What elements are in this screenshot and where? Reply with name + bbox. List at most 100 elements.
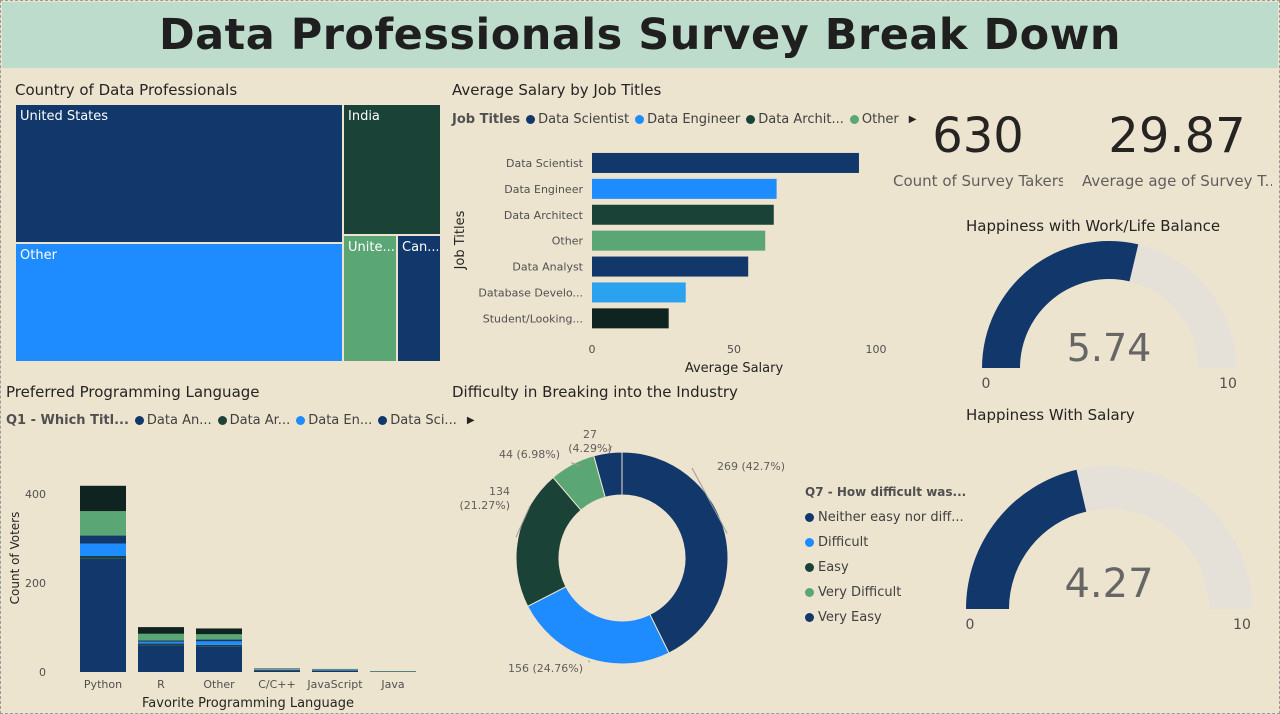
category-label: R [157, 678, 165, 691]
category-label: Other [203, 678, 235, 691]
y-axis-title: Count of Voters [8, 512, 22, 605]
legend-item-label: Very Easy [818, 610, 882, 625]
legend-item-label: Data Sci... [390, 413, 457, 428]
salary-bar[interactable] [592, 152, 859, 173]
treemap-title: Country of Data Professionals [15, 81, 238, 99]
legend-dot [635, 115, 645, 124]
legend-title: Q1 - Which Titl... [6, 413, 129, 428]
legend-item[interactable]: Data Engineer [635, 112, 740, 127]
stacked-bar-segment[interactable] [80, 556, 126, 559]
legend-title: Q7 - How difficult was... [805, 485, 967, 499]
stacked-bar-segment[interactable] [196, 641, 242, 645]
stacked-bar-segment[interactable] [254, 670, 300, 672]
country-treemap[interactable]: United States Other India Unite... Can..… [15, 104, 441, 362]
stacked-bar-segment[interactable] [196, 646, 242, 672]
gauge-salary-title: Happiness With Salary [966, 406, 1135, 424]
stacked-bar-segment[interactable] [312, 670, 358, 672]
stacked-bar-segment[interactable] [80, 543, 126, 556]
stacked-bar-segment[interactable] [196, 639, 242, 642]
category-label: Java [380, 678, 404, 691]
legend-dot [217, 416, 227, 425]
stacked-bar-segment[interactable] [138, 645, 184, 672]
legend-item[interactable]: Other [849, 112, 899, 127]
y-tick-label: 400 [25, 488, 46, 501]
x-tick-label: 0 [589, 343, 596, 356]
stacked-bar-segment[interactable] [138, 643, 184, 646]
category-label: Data Analyst [512, 261, 583, 274]
salary-bar[interactable] [592, 204, 774, 225]
slice-data-label: (21.27%) [459, 499, 510, 512]
stacked-bar-segment[interactable] [138, 627, 184, 634]
legend-item[interactable]: Data Sci... [378, 413, 457, 428]
stacked-bar-segment[interactable] [196, 644, 242, 647]
legend-item[interactable]: Easy [805, 555, 966, 580]
treemap-cell-india[interactable]: India [343, 104, 441, 235]
stacked-bar-segment[interactable] [80, 558, 126, 672]
treemap-cell-canada[interactable]: Can... [397, 235, 441, 362]
legend-dot [134, 416, 144, 425]
slice-data-label: 27 [583, 428, 597, 441]
legend-item[interactable]: Data Archit... [746, 112, 844, 127]
donut-slice[interactable] [621, 451, 729, 654]
treemap-cell-label: Can... [402, 240, 438, 255]
legend-next-arrow-icon[interactable]: ▶ [466, 415, 475, 426]
leader-line [587, 660, 591, 663]
legend-item[interactable]: Data En... [296, 413, 372, 428]
gauge-max-label: 10 [1233, 617, 1251, 633]
gauge-fill [982, 240, 1139, 368]
salary-bar[interactable] [592, 282, 686, 303]
category-label: C/C++ [258, 678, 296, 691]
stacked-bar-segment[interactable] [196, 634, 242, 640]
legend-dot [296, 416, 306, 425]
legend-item[interactable]: Difficult [805, 530, 966, 555]
category-label: Data Architect [504, 209, 584, 222]
salary-chart-title: Average Salary by Job Titles [452, 81, 662, 99]
legend-title: Job Titles [452, 112, 521, 127]
gauge-min-label: 0 [966, 617, 975, 633]
donut-chart-title: Difficulty in Breaking into the Industry [452, 383, 738, 401]
category-label: Student/Looking... [483, 312, 583, 325]
language-stacked-bar-chart[interactable]: 0 200 400 Python R Other C/C++ JavaScript Java Fa… [0, 440, 440, 712]
leader-line [691, 467, 728, 534]
legend-item[interactable]: Very Difficult [805, 580, 966, 605]
dashboard-title: Data Professionals Survey Break Down [158, 10, 1122, 60]
legend-next-arrow-icon[interactable]: ▶ [908, 114, 917, 125]
stacked-bar-segment[interactable] [138, 633, 184, 641]
legend-item[interactable]: Neither easy nor diff... [805, 505, 966, 530]
legend-item[interactable]: Data Ar... [217, 413, 290, 428]
stacked-bar-segment[interactable] [80, 511, 126, 536]
legend-item[interactable]: Very Easy [805, 605, 966, 630]
treemap-cell-united-kingdom[interactable]: Unite... [343, 235, 397, 362]
treemap-cell-united-states[interactable]: United States [15, 104, 343, 243]
donut-slice[interactable] [593, 451, 623, 498]
work-life-gauge[interactable]: 5.74 0 10 [960, 236, 1260, 396]
salary-happiness-gauge[interactable]: 4.27 0 10 [952, 452, 1267, 637]
stacked-bar-segment[interactable] [80, 535, 126, 544]
stacked-bar-segment[interactable] [80, 485, 126, 512]
stacked-bar-segment[interactable] [196, 628, 242, 635]
salary-bar[interactable] [592, 256, 749, 277]
salary-bar[interactable] [592, 230, 766, 251]
legend-item-label: Very Difficult [818, 585, 902, 600]
legend-item[interactable]: Data An... [134, 413, 212, 428]
difficulty-donut-chart[interactable]: 269 (42.7%) 156 (24.76%) 134(21.27%) 44 (6.… [452, 410, 797, 710]
y-axis-title: Job Titles [453, 210, 468, 270]
legend-dot [526, 115, 536, 124]
category-label: Data Scientist [506, 157, 584, 170]
slice-data-label: 134 [489, 485, 510, 498]
slice-data-label: (4.29%) [568, 442, 612, 455]
salary-bar[interactable] [592, 178, 777, 199]
treemap-cell-other[interactable]: Other [15, 243, 343, 362]
category-label: Python [84, 678, 122, 691]
treemap-cell-label: Other [20, 248, 57, 263]
donut-slice[interactable] [527, 586, 670, 665]
leader-line [571, 462, 581, 467]
salary-bar-chart[interactable]: Data Scientist Data Engineer Data Architec… [452, 140, 892, 378]
salary-bar[interactable] [592, 308, 669, 329]
stacked-bar-segment[interactable] [138, 640, 184, 642]
legend-item[interactable]: Data Scientist [526, 112, 629, 127]
legend-item-label: Data Scientist [538, 112, 630, 127]
stacked-bar-segment[interactable] [138, 641, 184, 644]
gauge-fill [966, 469, 1087, 609]
treemap-cell-label: India [348, 109, 380, 124]
